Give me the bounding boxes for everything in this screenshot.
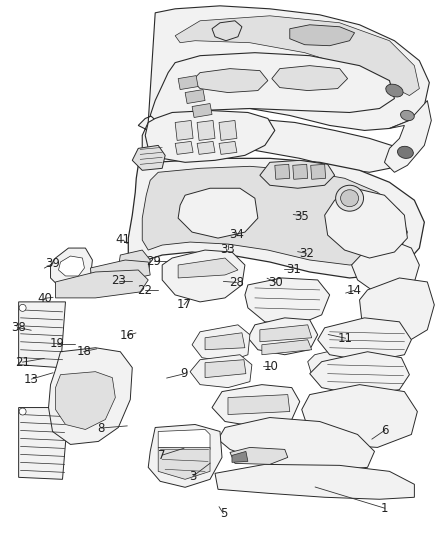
Polygon shape [158,447,210,479]
Text: 14: 14 [347,284,362,297]
Polygon shape [290,25,355,46]
Text: 38: 38 [11,321,25,334]
Text: 17: 17 [177,298,191,311]
Polygon shape [59,256,85,276]
Polygon shape [56,372,115,430]
Text: 19: 19 [50,337,65,350]
Polygon shape [325,188,407,258]
Polygon shape [118,250,150,278]
Polygon shape [385,101,431,172]
Polygon shape [262,340,312,355]
Polygon shape [19,302,66,368]
Text: 32: 32 [299,247,314,260]
Polygon shape [219,141,237,155]
Polygon shape [197,120,215,140]
Polygon shape [205,333,245,350]
Ellipse shape [19,304,26,311]
Polygon shape [272,66,348,91]
Polygon shape [302,385,417,447]
Polygon shape [90,260,150,285]
Polygon shape [212,385,300,427]
Polygon shape [360,278,434,342]
Polygon shape [142,166,407,265]
Ellipse shape [398,147,413,158]
Polygon shape [178,188,258,238]
Text: 39: 39 [46,257,60,270]
Polygon shape [185,90,205,103]
Polygon shape [248,318,318,355]
Polygon shape [175,120,193,140]
Text: 34: 34 [229,228,244,241]
Text: 30: 30 [268,276,283,289]
Polygon shape [205,360,246,378]
Polygon shape [192,325,250,362]
Text: 1: 1 [381,502,389,515]
Polygon shape [190,355,252,387]
Text: 35: 35 [295,209,309,222]
Polygon shape [192,103,212,117]
Text: 22: 22 [137,284,152,297]
Text: 8: 8 [97,422,105,434]
Polygon shape [192,69,268,93]
Polygon shape [148,424,222,487]
Ellipse shape [336,185,364,211]
Polygon shape [318,318,411,362]
Polygon shape [245,278,330,325]
Text: 31: 31 [286,263,300,276]
Polygon shape [175,141,193,155]
Polygon shape [19,408,68,479]
Polygon shape [50,248,92,288]
Text: 21: 21 [15,356,30,369]
Polygon shape [150,53,395,123]
Polygon shape [228,394,290,415]
Polygon shape [178,76,198,90]
Polygon shape [175,16,419,95]
Polygon shape [218,417,374,471]
Polygon shape [128,158,424,278]
Polygon shape [56,270,148,298]
Text: 18: 18 [76,345,91,358]
Polygon shape [145,110,275,163]
Polygon shape [293,164,308,179]
Ellipse shape [386,84,403,97]
Text: 11: 11 [338,332,353,345]
Polygon shape [230,447,288,464]
Text: 6: 6 [381,424,389,437]
Polygon shape [158,430,210,449]
Polygon shape [212,21,242,41]
Polygon shape [260,160,335,188]
Text: 28: 28 [229,276,244,289]
Text: 5: 5 [220,507,227,520]
Text: 7: 7 [159,449,166,462]
Polygon shape [275,164,290,179]
Polygon shape [138,6,429,172]
Polygon shape [308,348,367,385]
Text: 9: 9 [180,367,188,381]
Polygon shape [311,164,326,179]
Text: 23: 23 [111,274,126,287]
Polygon shape [219,120,237,140]
Text: 10: 10 [264,360,279,373]
Ellipse shape [400,110,414,120]
Text: 13: 13 [24,373,39,386]
Text: 41: 41 [116,233,131,246]
Polygon shape [132,146,165,171]
Ellipse shape [19,408,26,415]
Polygon shape [232,451,248,462]
Text: 16: 16 [120,329,135,342]
Polygon shape [197,141,215,155]
Ellipse shape [341,190,359,207]
Polygon shape [215,464,414,499]
Polygon shape [49,348,132,445]
Polygon shape [310,352,410,395]
Text: 40: 40 [37,292,52,305]
Polygon shape [162,250,245,302]
Text: 3: 3 [189,470,197,483]
Polygon shape [260,325,312,342]
Polygon shape [178,258,238,278]
Text: 33: 33 [220,243,235,256]
Polygon shape [352,240,419,292]
Text: 29: 29 [146,255,161,268]
